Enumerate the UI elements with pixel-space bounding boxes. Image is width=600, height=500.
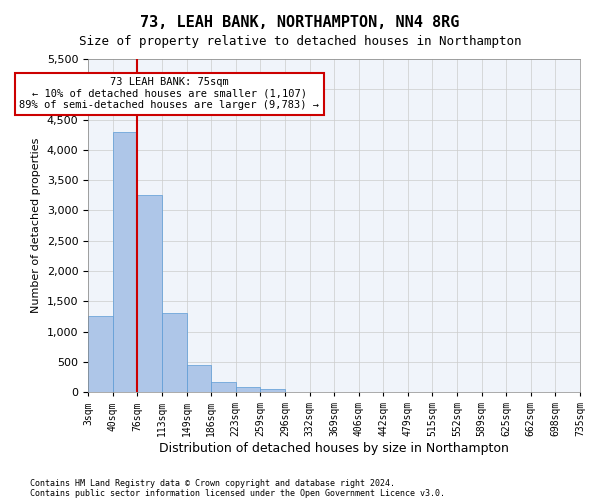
- Text: Contains HM Land Registry data © Crown copyright and database right 2024.: Contains HM Land Registry data © Crown c…: [30, 478, 395, 488]
- Y-axis label: Number of detached properties: Number of detached properties: [31, 138, 41, 314]
- Bar: [88, 316, 113, 392]
- Text: Size of property relative to detached houses in Northampton: Size of property relative to detached ho…: [79, 35, 521, 48]
- Text: 73, LEAH BANK, NORTHAMPTON, NN4 8RG: 73, LEAH BANK, NORTHAMPTON, NN4 8RG: [140, 15, 460, 30]
- X-axis label: Distribution of detached houses by size in Northampton: Distribution of detached houses by size …: [159, 442, 509, 455]
- Bar: [236, 388, 260, 392]
- Bar: [113, 132, 137, 392]
- Bar: [211, 382, 236, 392]
- Bar: [187, 365, 211, 392]
- Text: Contains public sector information licensed under the Open Government Licence v3: Contains public sector information licen…: [30, 488, 445, 498]
- Bar: [260, 389, 285, 392]
- Bar: [162, 314, 187, 392]
- Bar: [137, 196, 162, 392]
- Text: 73 LEAH BANK: 75sqm
← 10% of detached houses are smaller (1,107)
89% of semi-det: 73 LEAH BANK: 75sqm ← 10% of detached ho…: [19, 77, 319, 110]
